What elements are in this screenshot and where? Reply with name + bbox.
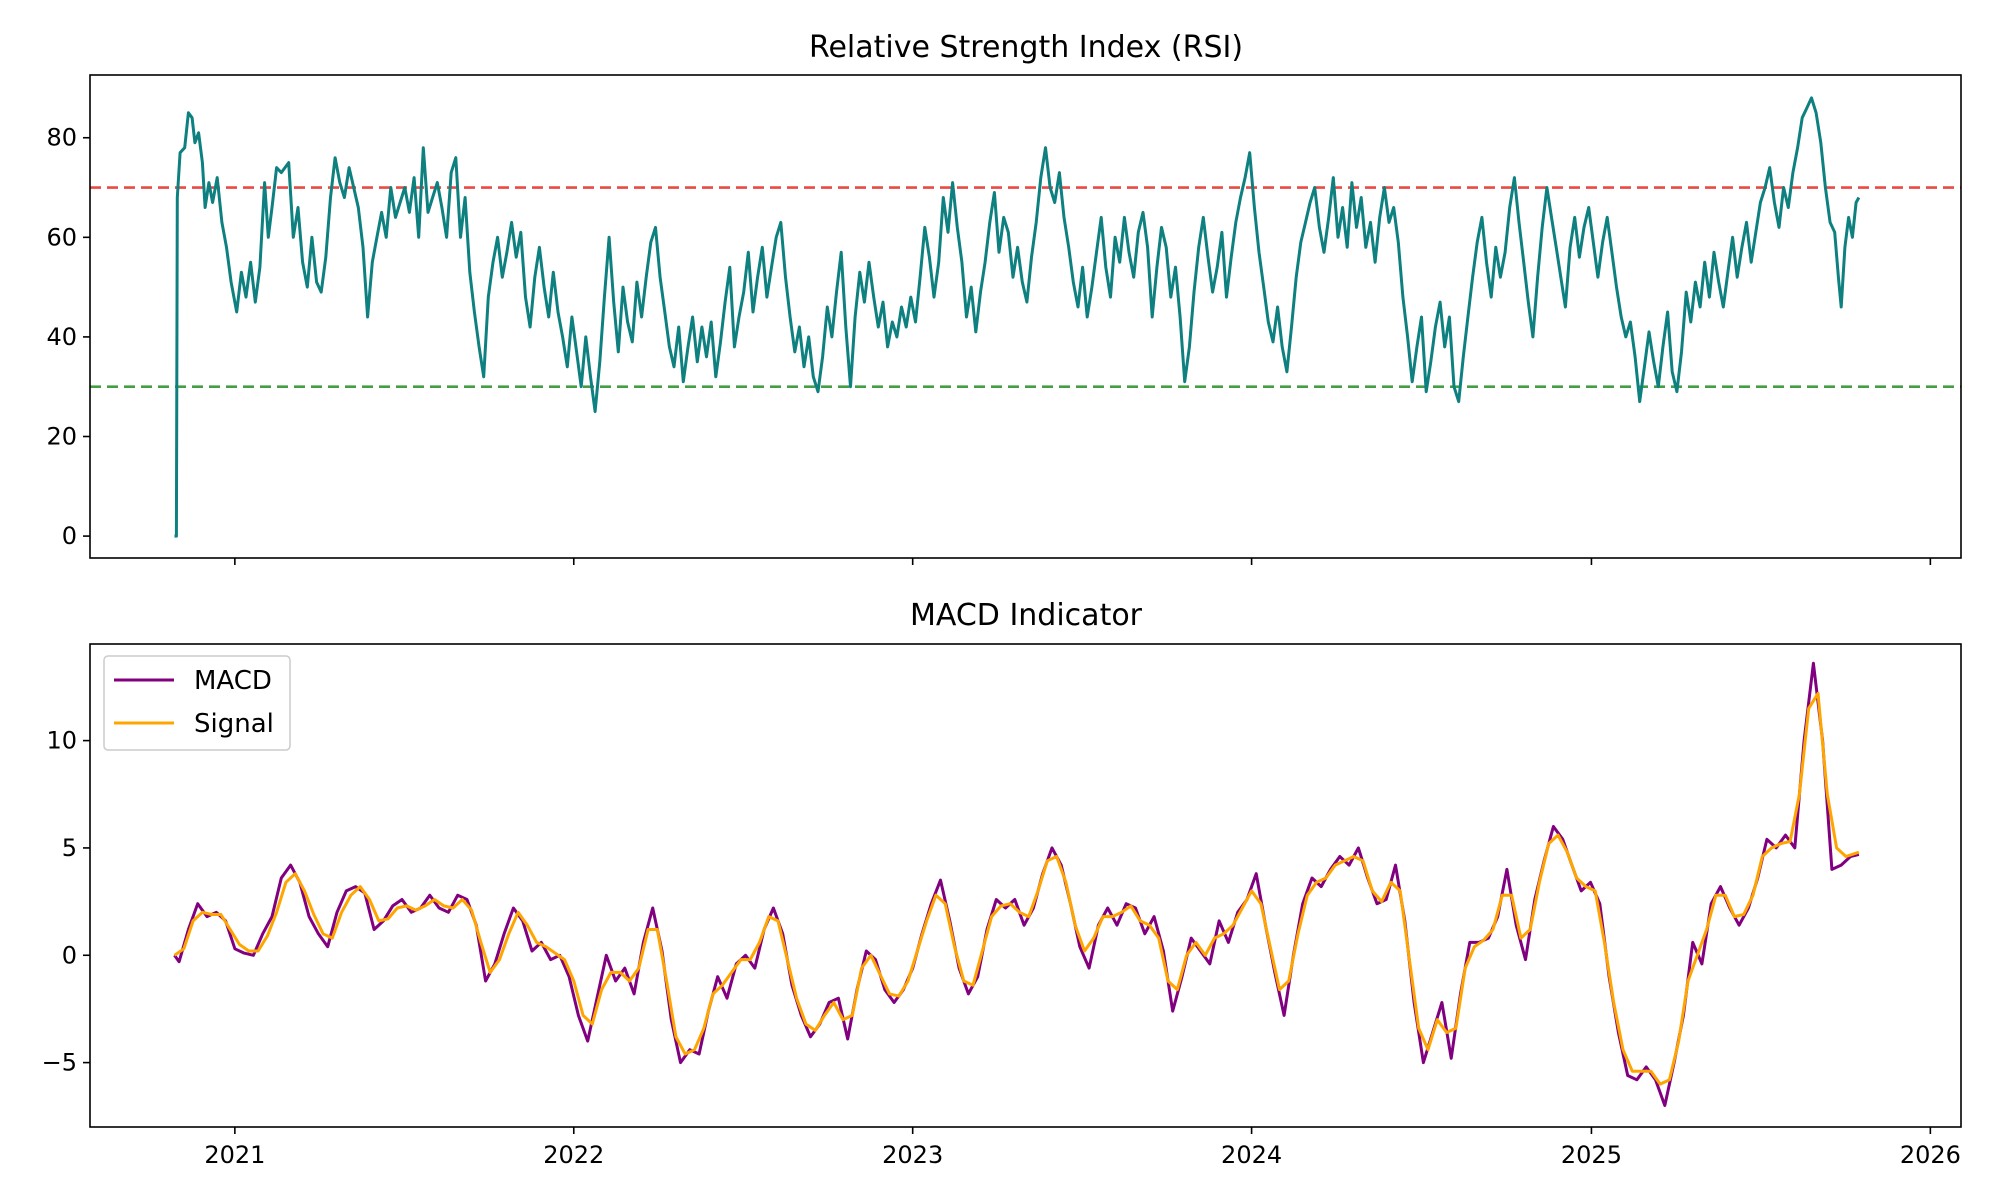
macd-plot-frame	[89, 643, 1962, 1128]
rsi-series-line	[174, 96, 1861, 538]
macd-plot-area: −5 0 5 10 2021 2022 2023 2024 2025 2026	[42, 661, 1961, 1169]
rsi-plot-area: 0 20 40 60 80	[46, 96, 1961, 565]
macd-chart: MACD Indicator −5 0 5 10 2021 2022 2023 2024 202…	[42, 598, 1962, 1169]
legend-macd-label: MACD	[194, 666, 272, 696]
macd-series-line-signal	[173, 691, 1860, 1086]
legend-signal-label: Signal	[194, 709, 274, 739]
macd-legend: MACD Signal	[103, 655, 291, 751]
macd-x-tick-label: 2025	[1561, 1141, 1622, 1169]
macd-y-tick-label: 0	[62, 941, 77, 969]
rsi-y-tick-label: 0	[62, 522, 77, 550]
macd-series-line-macd	[173, 661, 1860, 1107]
macd-y-tick-label: 5	[62, 834, 77, 862]
macd-chart-title: MACD Indicator	[910, 598, 1143, 633]
macd-x-tick-label: 2022	[543, 1141, 604, 1169]
rsi-chart-title: Relative Strength Index (RSI)	[809, 30, 1243, 65]
rsi-y-tick-label: 20	[46, 423, 77, 451]
macd-x-tick-label: 2026	[1900, 1141, 1961, 1169]
macd-x-tick-label: 2021	[204, 1141, 265, 1169]
macd-x-tick-label: 2023	[882, 1141, 943, 1169]
rsi-chart: Relative Strength Index (RSI) 0 20 40 60 80	[46, 30, 1962, 565]
macd-y-tick-label: −5	[42, 1049, 77, 1077]
rsi-y-tick-label: 40	[46, 323, 77, 351]
rsi-y-tick-label: 80	[46, 124, 77, 152]
rsi-plot-frame	[89, 74, 1962, 559]
macd-x-tick-label: 2024	[1221, 1141, 1282, 1169]
rsi-y-tick-label: 60	[46, 223, 77, 251]
macd-y-tick-label: 10	[46, 727, 77, 755]
